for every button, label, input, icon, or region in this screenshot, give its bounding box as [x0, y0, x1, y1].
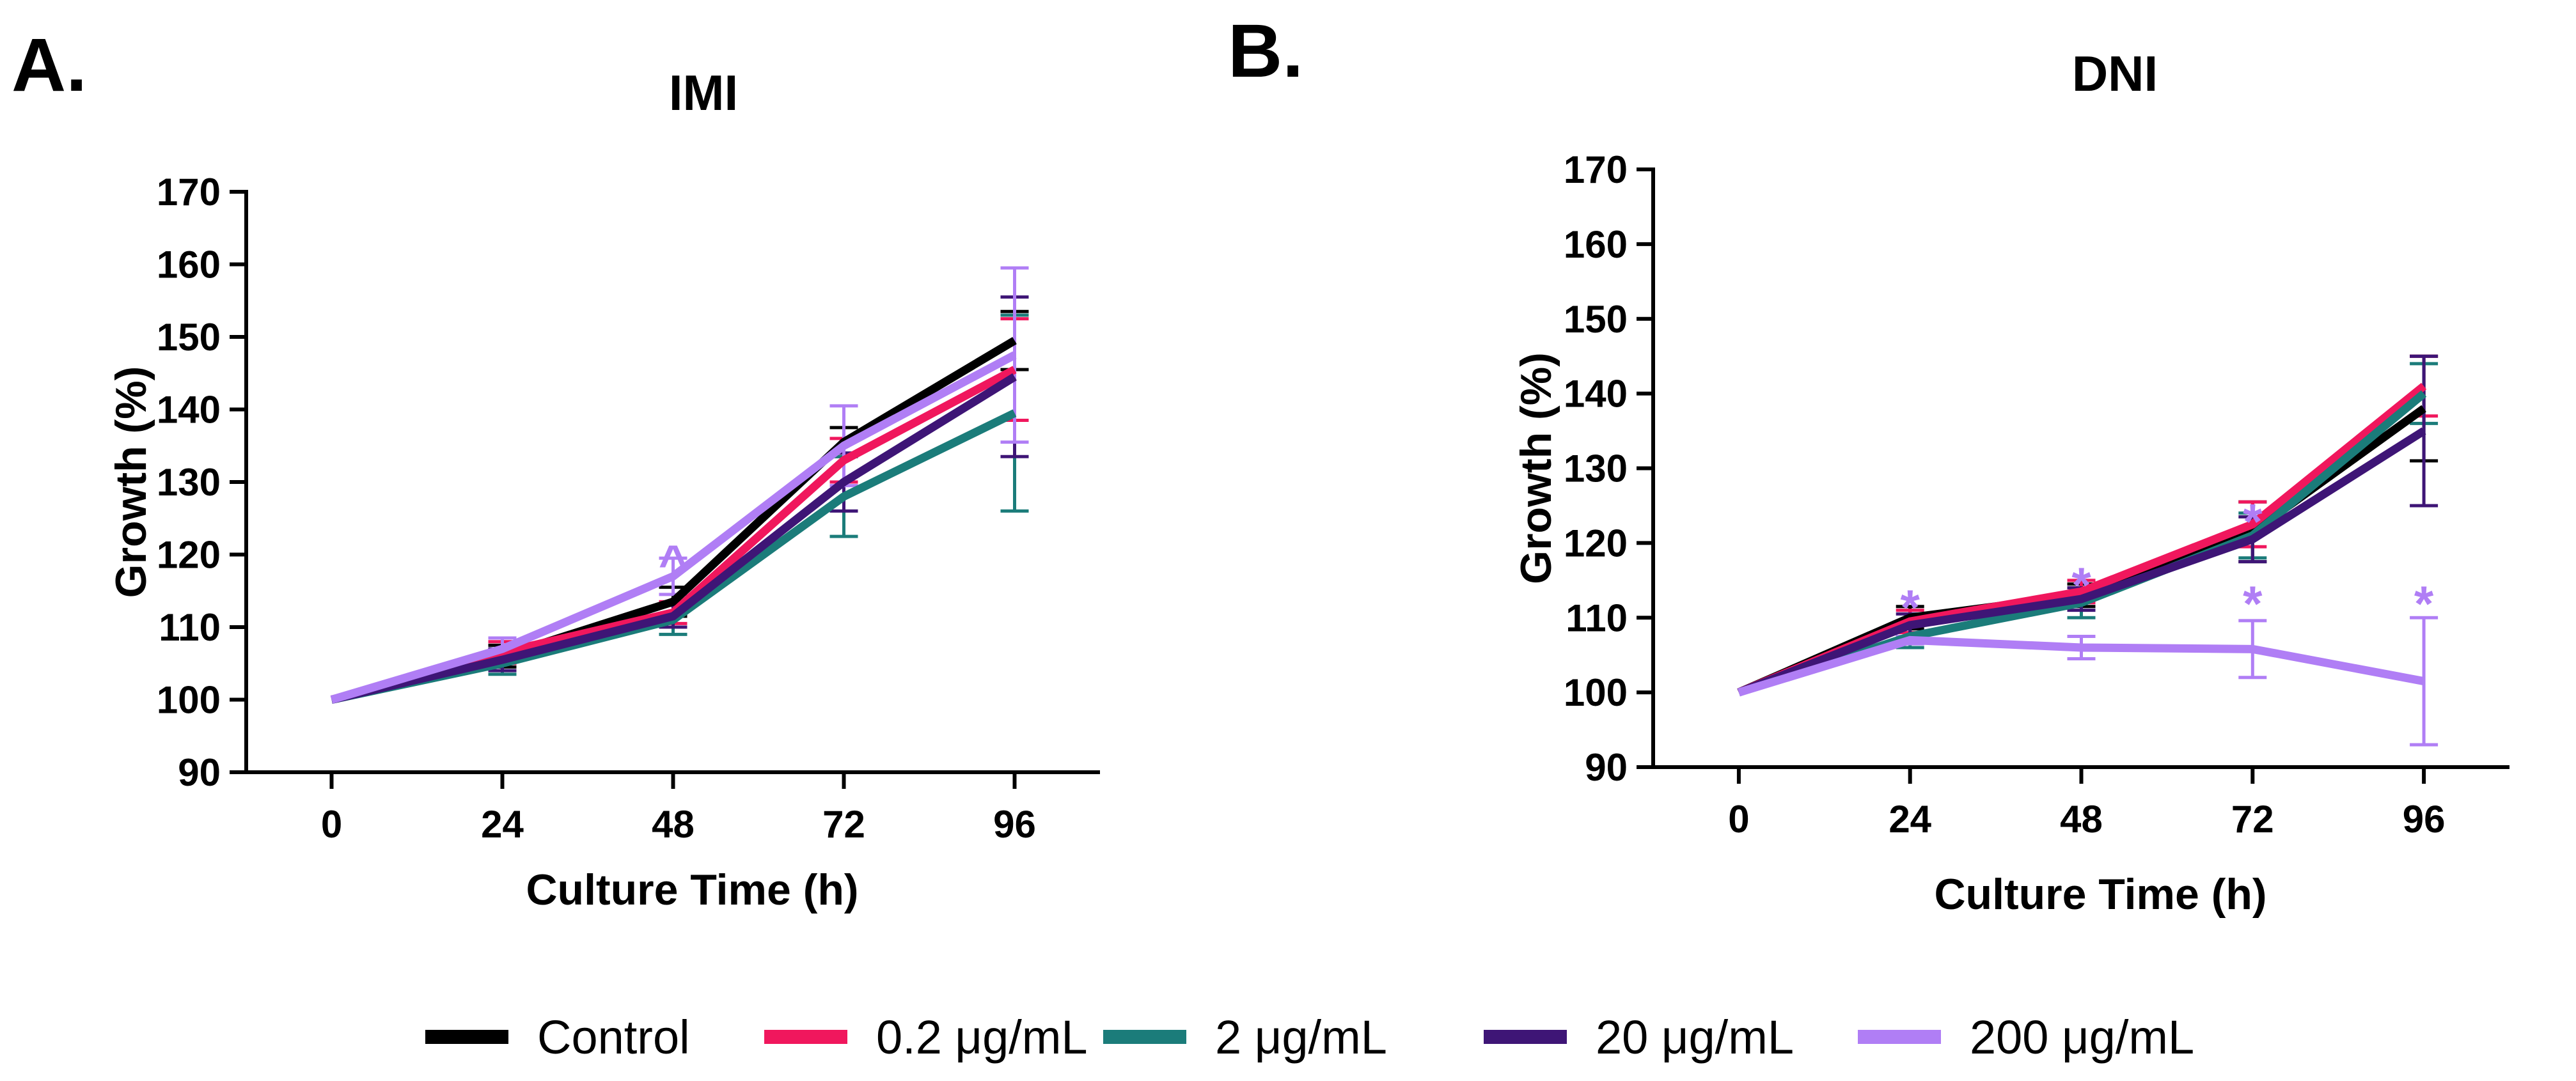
x-tick-label: 96: [993, 803, 1036, 846]
y-tick-label: 130: [1564, 447, 1628, 490]
y-tick-label: 120: [157, 534, 221, 577]
panel-b-letter: B.: [1228, 9, 1303, 93]
y-tick-label: 100: [157, 679, 221, 722]
series-line-c20: [331, 373, 1017, 704]
series-line-control: [330, 337, 1017, 704]
legend-label-c0_2: 0.2 μg/mL: [876, 1011, 1088, 1064]
x-tick-label: 72: [822, 803, 865, 846]
y-tick-label: 160: [1564, 223, 1628, 266]
y-tick-label: 140: [1564, 373, 1628, 416]
x-tick-label: 0: [321, 803, 342, 846]
legend-label-c20: 20 μg/mL: [1596, 1011, 1794, 1064]
x-tick-label: 96: [2403, 798, 2446, 841]
y-tick-label: 110: [1566, 596, 1628, 639]
series-line-c20: [1737, 427, 2426, 697]
x-tick-label: 24: [481, 803, 524, 846]
panel-a-letter: A.: [12, 23, 87, 107]
series-line-c200: [330, 351, 1017, 704]
legend-label-c200: 200 μg/mL: [1970, 1011, 2194, 1064]
y-tick-label: 100: [1564, 671, 1628, 714]
x-tick-label: 48: [652, 803, 695, 846]
x-tick-label: 0: [1728, 798, 1749, 841]
y-tick-label: 160: [157, 244, 221, 286]
y-axis-title: Growth (%): [107, 366, 155, 598]
significance-mark: *: [2071, 557, 2091, 613]
y-tick-label: 150: [1564, 298, 1628, 341]
x-tick-label: 72: [2231, 798, 2274, 841]
x-axis-title: Culture Time (h): [1934, 870, 2266, 919]
legend-label-c2: 2 μg/mL: [1215, 1011, 1387, 1064]
y-axis-title: Growth (%): [1512, 352, 1560, 584]
series-line-c200: [1738, 635, 2425, 697]
panel-b-dni-chart: B. DNI 90 100 110 120 130 140 150 160 170 0 24 48 72 96…: [1228, 9, 2509, 919]
panel-a-imi-chart: A. IMI 90 100 110 120 130 140 150 160 170 0 24 48 72 96…: [12, 23, 1100, 914]
significance-mark: *: [1901, 579, 1920, 635]
significance-mark: *: [2414, 575, 2434, 632]
panel-a-title: IMI: [669, 65, 738, 121]
significance-mark: *: [2243, 493, 2263, 549]
y-tick-label: 170: [1564, 148, 1628, 191]
legend-label-control: Control: [537, 1011, 690, 1064]
y-tick-label: 90: [178, 751, 221, 794]
y-tick-label: 120: [1564, 522, 1628, 564]
significance-mark: *: [2243, 575, 2263, 632]
y-tick-label: 150: [157, 316, 221, 359]
significance-mark: ^: [659, 534, 688, 591]
x-axis-title: Culture Time (h): [526, 866, 858, 914]
y-tick-label: 110: [159, 606, 221, 649]
y-tick-label: 130: [157, 461, 221, 504]
y-tick-label: 90: [1585, 746, 1628, 789]
x-tick-label: 24: [1889, 798, 1931, 841]
x-tick-label: 48: [2060, 798, 2103, 841]
panel-b-title: DNI: [2072, 45, 2158, 102]
y-tick-label: 140: [157, 389, 221, 432]
legend: Control 0.2 μg/mL 2 μg/mL 20 μg/mL 200 μg/mL: [425, 1011, 2194, 1064]
y-tick-label: 170: [157, 171, 221, 214]
